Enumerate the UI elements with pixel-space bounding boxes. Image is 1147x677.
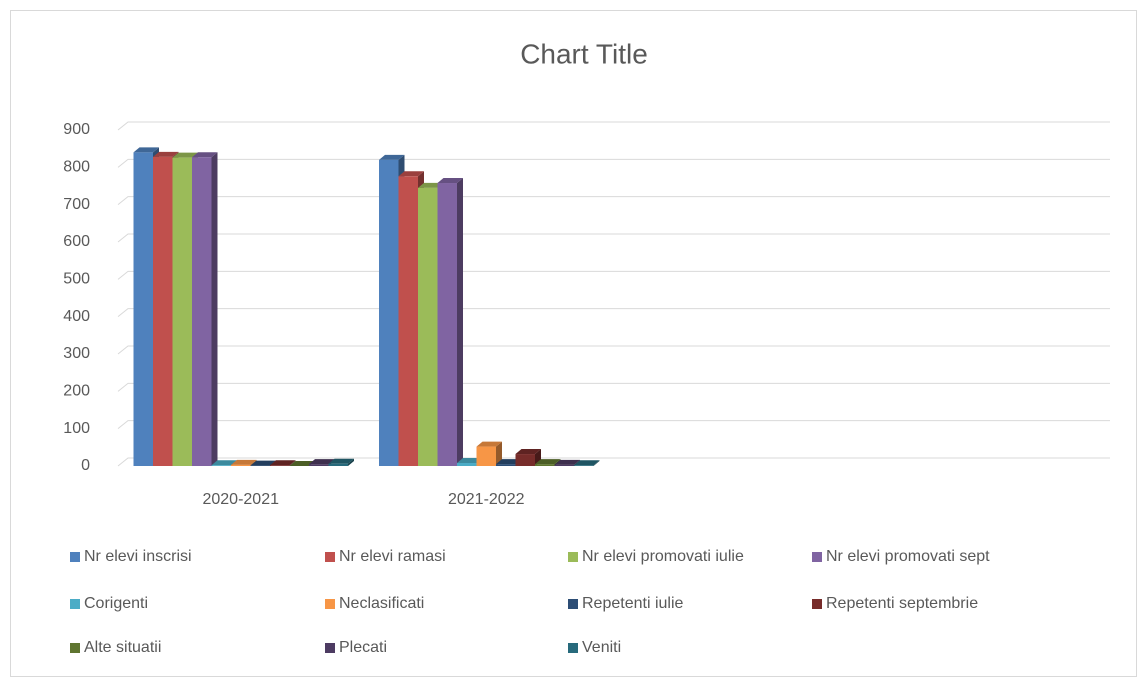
legend-swatch <box>568 552 578 562</box>
legend-label: Nr elevi promovati sept <box>826 548 990 565</box>
bar-top <box>192 152 218 158</box>
legend-swatch <box>325 643 335 653</box>
x-tick-label: 2021-2022 <box>448 491 525 508</box>
y-tick-label: 400 <box>63 308 90 325</box>
legend-label: Alte situatii <box>84 639 161 656</box>
bar-top <box>554 459 580 465</box>
bar-top <box>535 459 561 465</box>
bar-top <box>379 154 405 160</box>
legend-swatch <box>812 599 822 609</box>
bar <box>270 465 290 466</box>
legend-swatch <box>568 643 578 653</box>
legend-swatch <box>568 599 578 609</box>
bar-top <box>270 460 296 466</box>
bar-top <box>211 460 237 466</box>
y-tick-label: 300 <box>63 345 90 362</box>
bar-top <box>309 459 335 465</box>
bar-top <box>172 152 198 158</box>
legend-swatch <box>325 552 335 562</box>
bar <box>515 454 535 466</box>
legend-swatch <box>70 643 80 653</box>
bar <box>379 159 399 466</box>
y-tick-label: 0 <box>81 457 90 474</box>
legend-label: Plecati <box>339 639 387 656</box>
bar <box>328 463 348 466</box>
bar-top <box>289 461 315 466</box>
grid-line <box>117 457 1110 467</box>
bar-top <box>398 171 424 177</box>
bar-top <box>250 460 276 466</box>
legend-swatch <box>70 599 80 609</box>
y-tick-label: 500 <box>63 271 90 288</box>
grid-line <box>117 121 1110 131</box>
bar <box>554 464 574 466</box>
bar-top <box>574 460 600 466</box>
bar <box>457 463 477 466</box>
bar-side <box>348 458 354 466</box>
bar-top <box>328 458 354 464</box>
legend-swatch <box>325 599 335 609</box>
legend-label: Veniti <box>582 639 621 656</box>
grid-line <box>117 270 1110 280</box>
bar <box>153 156 173 466</box>
y-tick-label: 700 <box>63 196 90 213</box>
bar <box>496 464 516 466</box>
grid-line <box>117 345 1110 355</box>
bar <box>309 464 329 466</box>
bar-top <box>153 151 179 157</box>
grid-line <box>117 420 1110 430</box>
legend-label: Repetenti septembrie <box>826 595 978 612</box>
bar-top <box>133 147 159 153</box>
y-tick-label: 200 <box>63 383 90 400</box>
bar-top <box>437 178 463 184</box>
bar <box>535 464 555 466</box>
bar <box>476 446 496 466</box>
bar-side <box>457 178 463 466</box>
bar-top <box>476 441 502 447</box>
bar-side <box>496 441 502 466</box>
grid-line <box>117 196 1110 206</box>
legend-label: Corigenti <box>84 595 148 612</box>
y-tick-label: 100 <box>63 420 90 437</box>
bar <box>437 183 457 466</box>
bar <box>211 465 231 466</box>
y-tick-label: 800 <box>63 159 90 176</box>
bar <box>574 465 594 466</box>
bar <box>398 176 418 466</box>
bar <box>231 464 251 466</box>
bar-top <box>496 459 522 465</box>
bar <box>418 187 438 466</box>
legend-swatch <box>812 552 822 562</box>
legend-label: Repetenti iulie <box>582 595 684 612</box>
bar <box>192 157 212 466</box>
bar-side <box>211 152 218 466</box>
x-tick-label: 2020-2021 <box>202 491 279 508</box>
bar <box>172 157 192 467</box>
grid-line <box>117 158 1110 168</box>
bar-top <box>231 459 257 465</box>
legend-label: Nr elevi ramasi <box>339 548 446 565</box>
legend-label: Nr elevi inscrisi <box>84 548 192 565</box>
bar-side <box>593 460 600 466</box>
bar-top <box>457 458 483 464</box>
legend-label: Neclasificati <box>339 595 424 612</box>
legend-swatch <box>70 552 80 562</box>
bar <box>133 152 153 466</box>
y-tick-label: 600 <box>63 233 90 250</box>
grid-line <box>117 308 1110 318</box>
bar-side <box>289 460 296 466</box>
legend-label: Nr elevi promovati iulie <box>582 548 744 565</box>
grid-line <box>117 382 1110 392</box>
chart-title: Chart Title <box>520 38 648 69</box>
bar-top <box>515 449 541 455</box>
y-tick-label: 900 <box>63 121 90 138</box>
bar-top <box>418 182 444 188</box>
grid-line <box>117 233 1110 243</box>
